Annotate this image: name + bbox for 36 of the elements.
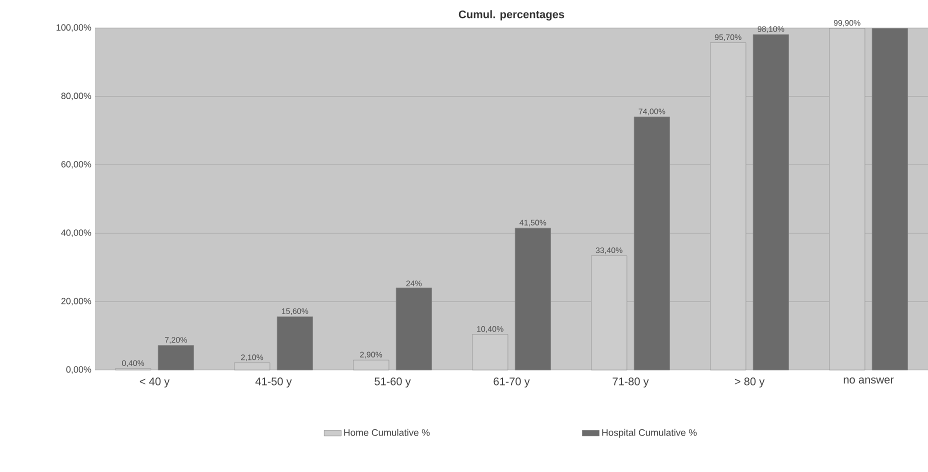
bar	[634, 116, 670, 370]
x-tick-label: 41-50 y	[255, 378, 292, 388]
bar	[752, 34, 789, 370]
y-tick-label: 80,00%	[61, 92, 92, 100]
data-label: 41,50%	[520, 220, 546, 226]
data-label: 10,40%	[477, 326, 504, 333]
data-label: 2,10%	[241, 354, 264, 362]
data-label: 0,40%	[122, 360, 144, 367]
bar	[872, 28, 908, 370]
x-tick-label: > 80 y	[734, 378, 765, 388]
data-label: 7,20%	[164, 337, 187, 344]
data-label: 99,90%	[834, 20, 860, 27]
x-tick-label: 51-60 y	[374, 378, 411, 388]
bar	[396, 288, 432, 370]
chart-title: Cumul. percentages	[458, 10, 564, 20]
legend-label: Home Cumulative %	[344, 428, 430, 436]
x-tick-label: no answer	[844, 378, 894, 384]
bar	[276, 316, 313, 370]
data-label: 95,70%	[714, 34, 742, 41]
data-label: 98,10%	[758, 26, 784, 33]
x-tick-label: 61-70 y	[494, 378, 530, 388]
data-label: 15,60%	[282, 308, 308, 315]
data-label: 2,90%	[360, 352, 382, 358]
bar	[158, 345, 194, 370]
data-label: 33,40%	[596, 247, 622, 254]
data-label: 74,00%	[638, 108, 666, 116]
data-label: 24%	[406, 280, 422, 286]
y-tick-label: 20,00%	[61, 298, 92, 306]
x-tick-label: 71-80 y	[612, 378, 649, 388]
y-tick-label: 100,00%	[56, 24, 92, 32]
legend-label: Hospital Cumulative %	[602, 428, 697, 438]
y-tick-label: 40,00%	[61, 229, 92, 237]
y-tick-label: 0,00%	[66, 366, 92, 374]
y-tick-label: 60,00%	[61, 161, 92, 169]
x-tick-label: < 40 y	[140, 378, 170, 388]
bar	[514, 228, 551, 370]
